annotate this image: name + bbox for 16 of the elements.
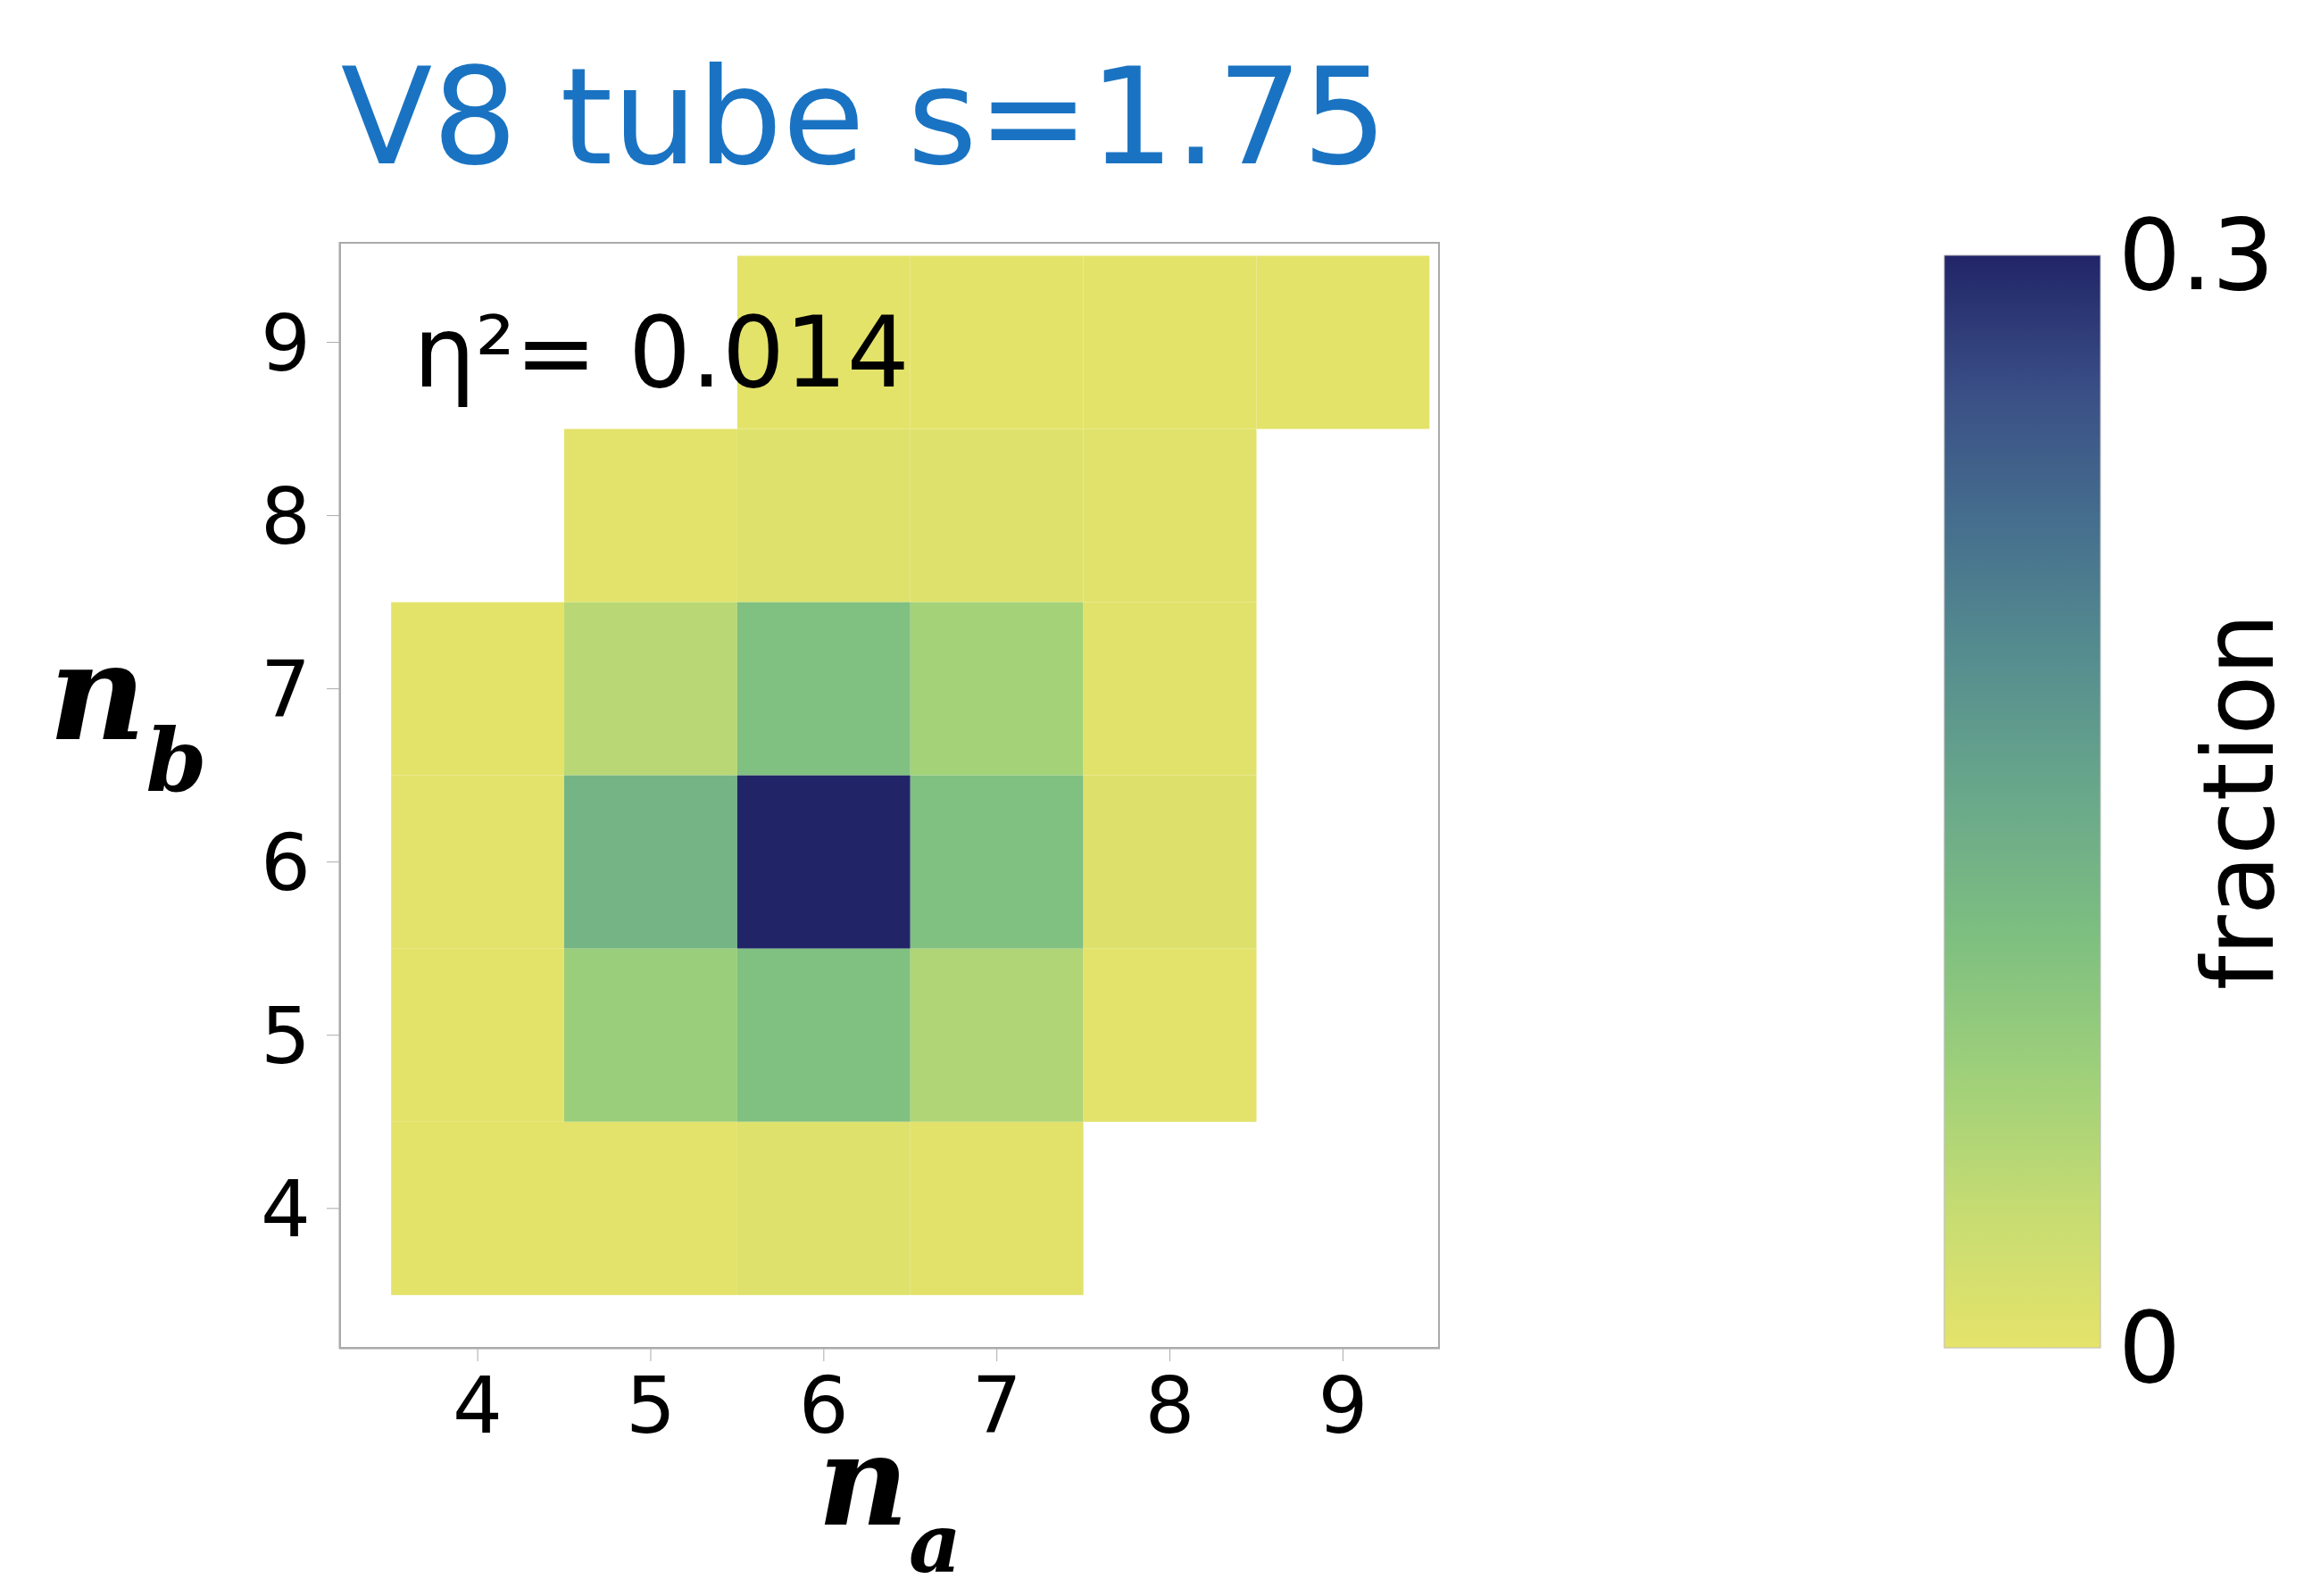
- color-bar-title: fraction: [2182, 612, 2296, 991]
- y-tick-label: 8: [261, 470, 311, 562]
- color-bar-label: 0: [2118, 1291, 2181, 1405]
- y-tick-label: 6: [261, 816, 311, 909]
- x-tick-label: 8: [1144, 1359, 1195, 1452]
- x-tick-label: 5: [625, 1359, 676, 1452]
- y-axis-title: n$_{b}$: [48, 613, 207, 811]
- chart-title: V8 tube s=1.75: [340, 39, 1388, 195]
- y-tick-label: 7: [261, 643, 311, 736]
- y-tick-label: 9: [261, 296, 311, 389]
- x-tick-label: 7: [971, 1359, 1022, 1452]
- y-tick-label: 4: [261, 1163, 311, 1256]
- x-tick-label: 4: [453, 1359, 503, 1452]
- x-tick-label: 9: [1318, 1359, 1368, 1452]
- y-tick-label: 5: [261, 990, 311, 1082]
- color-bar-label: 0.3: [2118, 198, 2275, 312]
